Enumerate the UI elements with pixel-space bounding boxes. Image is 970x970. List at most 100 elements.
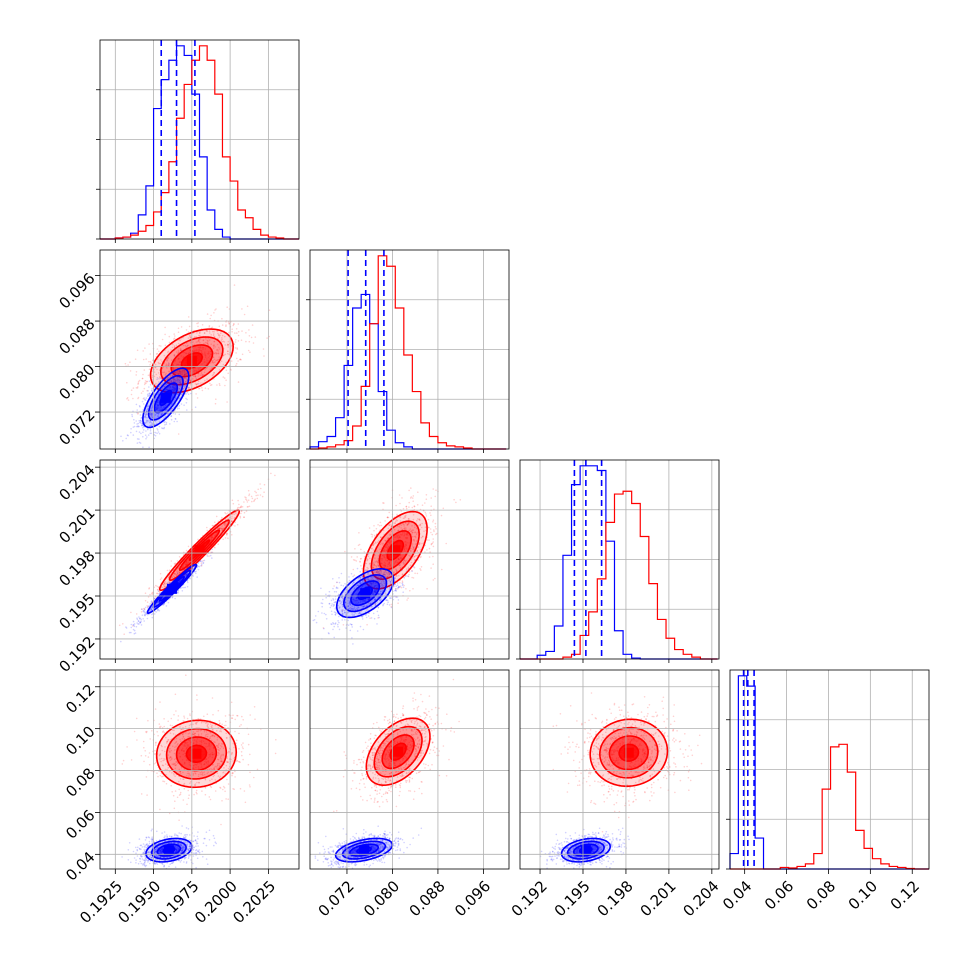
sample-point	[254, 490, 256, 493]
sample-point	[157, 393, 159, 396]
sample-point	[187, 545, 190, 548]
sample-point	[175, 344, 178, 347]
sample-point	[140, 432, 142, 435]
sample-point	[359, 561, 361, 563]
sample-point	[148, 421, 151, 424]
sample-point	[150, 413, 152, 415]
sample-point	[238, 503, 240, 506]
sample-point	[419, 524, 422, 527]
sample-point	[189, 336, 192, 338]
sample-point	[430, 567, 432, 569]
sample-point	[158, 586, 160, 588]
sample-point	[139, 419, 142, 422]
sample-point	[212, 345, 215, 348]
sample-point	[213, 331, 215, 333]
sample-point	[433, 529, 435, 531]
sample-point	[137, 386, 139, 388]
sample-point	[153, 597, 156, 600]
sample-point	[373, 564, 376, 567]
sample-point	[390, 525, 393, 527]
sample-point	[212, 347, 215, 350]
sample-point	[197, 568, 200, 571]
blue-contour	[142, 367, 190, 429]
sample-point	[218, 334, 220, 336]
sample-point	[381, 585, 384, 588]
sample-point	[206, 555, 209, 557]
sample-point	[176, 570, 179, 572]
sample-point	[252, 342, 255, 344]
sample-point	[231, 331, 233, 333]
sample-point	[126, 434, 129, 436]
sample-point	[166, 378, 169, 380]
sample-point	[416, 519, 418, 522]
sample-point	[409, 555, 412, 558]
sample-point	[368, 527, 371, 529]
sample-point	[166, 378, 169, 381]
sample-point	[411, 569, 413, 572]
sample-point	[205, 330, 208, 332]
sample-point	[139, 405, 141, 408]
sample-point	[144, 612, 147, 614]
sample-point	[142, 429, 145, 431]
sample-point	[139, 621, 141, 624]
sample-point	[177, 589, 180, 592]
sample-point	[416, 572, 419, 575]
sample-point	[256, 497, 259, 500]
sample-point	[429, 512, 431, 514]
sample-point	[170, 381, 173, 383]
sample-point	[402, 517, 405, 520]
sample-point	[222, 527, 225, 530]
sample-point	[147, 390, 149, 392]
sample-point	[263, 355, 265, 357]
sample-point	[201, 374, 203, 377]
sample-point	[154, 414, 157, 416]
sample-point	[353, 607, 355, 610]
sample-point	[263, 491, 265, 494]
sample-point	[139, 414, 142, 416]
sample-point	[200, 564, 203, 567]
sample-point	[390, 525, 393, 528]
sample-point	[419, 519, 421, 521]
sample-point	[181, 586, 183, 589]
sample-point	[222, 376, 225, 378]
sample-point	[141, 422, 143, 425]
sample-point	[400, 524, 403, 527]
sample-point	[134, 358, 137, 361]
sample-point	[158, 420, 161, 423]
sample-point	[430, 505, 433, 508]
sample-point	[174, 397, 177, 400]
sample-point	[132, 625, 134, 627]
sample-point	[224, 344, 226, 346]
sample-point	[143, 610, 146, 612]
sample-point	[170, 403, 173, 405]
sample-point	[363, 605, 365, 607]
sample-point	[156, 378, 158, 381]
sample-point	[372, 567, 375, 569]
sample-point	[408, 554, 410, 557]
sample-point	[163, 584, 165, 587]
sample-point	[155, 353, 158, 355]
sample-point	[412, 557, 414, 559]
sample-point	[376, 561, 378, 563]
sample-point	[431, 533, 434, 536]
sample-point	[148, 394, 151, 396]
sample-point	[185, 397, 187, 400]
sample-point	[131, 415, 134, 418]
sample-point	[377, 555, 380, 557]
sample-point	[135, 430, 138, 433]
sample-point	[168, 363, 170, 365]
sample-point	[424, 551, 426, 553]
sample-point	[356, 567, 359, 570]
sample-point	[323, 627, 325, 630]
sample-point	[459, 499, 462, 501]
sample-point	[223, 523, 225, 525]
sample-point	[360, 581, 362, 584]
sample-point	[220, 528, 223, 530]
sample-point	[246, 506, 249, 508]
sample-point	[162, 603, 165, 606]
sample-point	[386, 573, 389, 575]
sample-point	[185, 381, 187, 383]
sample-point	[165, 423, 168, 426]
sample-point	[182, 389, 184, 391]
sample-point	[407, 575, 410, 578]
